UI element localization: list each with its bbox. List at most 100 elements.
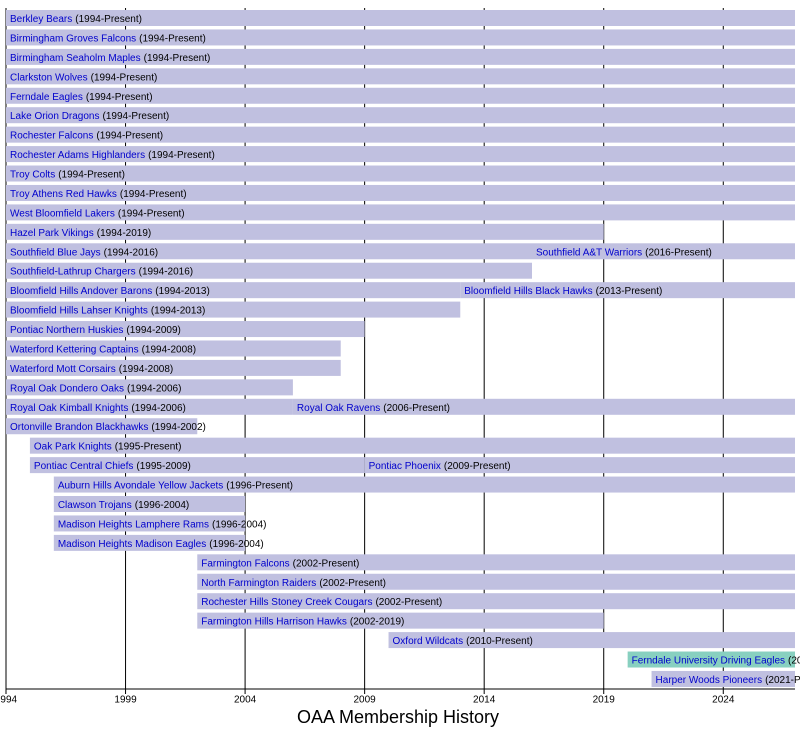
period: (2010-Present): [466, 636, 533, 647]
bar-label: Madison Heights Lamphere Rams (1996-2004): [58, 519, 267, 530]
period: (1994-2008): [142, 344, 196, 355]
bar: [29, 457, 365, 474]
period: (1994-Present): [144, 53, 211, 64]
team-name: Oxford Wildcats: [393, 636, 464, 647]
bar-label: Royal Oak Ravens (2006-Present): [297, 402, 450, 413]
bar: [651, 670, 795, 687]
bar-label: Rochester Falcons (1994-Present): [10, 130, 163, 141]
bar-label: Lake Orion Dragons (1994-Present): [10, 111, 169, 122]
bar: [53, 476, 796, 493]
bar: [197, 554, 796, 571]
team-name: Royal Oak Ravens: [297, 402, 380, 413]
bar: [6, 243, 532, 260]
period: (2006-Present): [383, 402, 450, 413]
bar-label: Bloomfield Hills Lahser Knights (1994-201…: [10, 305, 205, 316]
team-name: Bloomfield Hills Black Hawks: [464, 286, 592, 297]
team-name: Royal Oak Dondero Oaks: [10, 383, 124, 394]
period: (1994-Present): [75, 14, 142, 25]
bar-label: Rochester Adams Highlanders (1994-Present…: [10, 150, 215, 161]
bar-label: Troy Athens Red Hawks (1994-Present): [10, 189, 187, 200]
period: (1994-2016): [139, 266, 193, 277]
period: (1994-2016): [104, 247, 158, 258]
team-name: Harper Woods Pioneers: [656, 675, 763, 686]
bar-label: Royal Oak Kimball Knights (1994-2006): [10, 402, 186, 413]
bar: [292, 398, 795, 415]
team-name: Clarkston Wolves: [10, 72, 88, 83]
bar-label: Rochester Hills Stoney Creek Cougars (200…: [201, 597, 442, 608]
x-tick-label: 1999: [114, 695, 137, 706]
team-name: Rochester Adams Highlanders: [10, 150, 145, 161]
period: (1994-Present): [148, 150, 215, 161]
period: (1996-Present): [226, 480, 293, 491]
bar: [6, 204, 795, 221]
period: (1996-2004): [135, 500, 189, 511]
team-name: Pontiac Phoenix: [369, 461, 441, 472]
team-name: Southfield Blue Jays: [10, 247, 101, 258]
bar-label: Berkley Bears (1994-Present): [10, 14, 142, 25]
bar-label: Farmington Falcons (2002-Present): [201, 558, 359, 569]
team-name: Troy Colts: [10, 169, 55, 180]
team-name: Clawson Trojans: [58, 500, 132, 511]
period: (2021-Present): [765, 675, 800, 686]
bar-label: Ortonville Brandon Blackhawks (1994-2002): [10, 422, 206, 433]
period: (2016-Present): [645, 247, 712, 258]
bar-label: Troy Colts (1994-Present): [10, 169, 125, 180]
bar-label: Southfield-Lathrup Chargers (1994-2016): [10, 266, 193, 277]
x-tick-label: 2004: [234, 695, 257, 706]
bar: [6, 68, 795, 85]
bar-label: Birmingham Groves Falcons (1994-Present): [10, 33, 206, 44]
bar: [6, 398, 293, 415]
bar-label: Ferndale Eagles (1994-Present): [10, 91, 153, 102]
period: (1994-2006): [127, 383, 181, 394]
bar: [53, 515, 246, 532]
x-tick-label: 2024: [712, 695, 735, 706]
period: (2009-Present): [444, 461, 511, 472]
bar-label: Hazel Park Vikings (1994-2019): [10, 227, 151, 238]
period: (2002-Present): [293, 558, 360, 569]
team-name: Hazel Park Vikings: [10, 227, 94, 238]
period: (1995-2009): [136, 461, 190, 472]
bar-label: West Bloomfield Lakers (1994-Present): [10, 208, 185, 219]
bar: [6, 10, 795, 26]
period: (1994-Present): [139, 33, 206, 44]
team-name: Ferndale University Driving Eagles: [632, 655, 785, 666]
period: (1995-Present): [115, 441, 182, 452]
bar-label: Clarkston Wolves (1994-Present): [10, 72, 157, 83]
period: (1994-Present): [91, 72, 158, 83]
team-name: West Bloomfield Lakers: [10, 208, 115, 219]
team-name: Berkley Bears: [10, 14, 72, 25]
bar: [53, 534, 246, 551]
bar: [6, 418, 198, 435]
bar: [6, 165, 795, 182]
team-name: Rochester Falcons: [10, 130, 93, 141]
period: (1994-2019): [97, 227, 151, 238]
period: (2002-2019): [350, 616, 404, 627]
period: (1994-2008): [119, 364, 173, 375]
period: (1994-Present): [118, 208, 185, 219]
period: (1994-2013): [155, 286, 209, 297]
team-name: Rochester Hills Stoney Creek Cougars: [201, 597, 372, 608]
period: (2002-Present): [375, 597, 442, 608]
bar: [6, 301, 461, 318]
bar-label: Bloomfield Hills Andover Barons (1994-201…: [10, 286, 210, 297]
period: (2013-Present): [596, 286, 663, 297]
bar-label: Southfield Blue Jays (1994-2016): [10, 247, 158, 258]
bar-label: Pontiac Central Chiefs (1995-2009): [34, 461, 191, 472]
period: (1994-2009): [126, 325, 180, 336]
team-name: Madison Heights Madison Eagles: [58, 539, 206, 550]
chart-title: OAA Membership History: [297, 707, 499, 727]
period: (1994-Present): [120, 189, 187, 200]
bar: [6, 379, 293, 396]
bar-label: Auburn Hills Avondale Yellow Jackets (199…: [58, 480, 293, 491]
team-name: Waterford Kettering Captains: [10, 344, 139, 355]
bar: [6, 48, 795, 65]
team-name: Pontiac Central Chiefs: [34, 461, 134, 472]
bar-label: Clawson Trojans (1996-2004): [58, 500, 189, 511]
bar: [6, 223, 604, 240]
team-name: Bloomfield Hills Andover Barons: [10, 286, 152, 297]
period: (1994-Present): [96, 130, 163, 141]
bar: [364, 457, 795, 474]
bar: [532, 243, 795, 260]
